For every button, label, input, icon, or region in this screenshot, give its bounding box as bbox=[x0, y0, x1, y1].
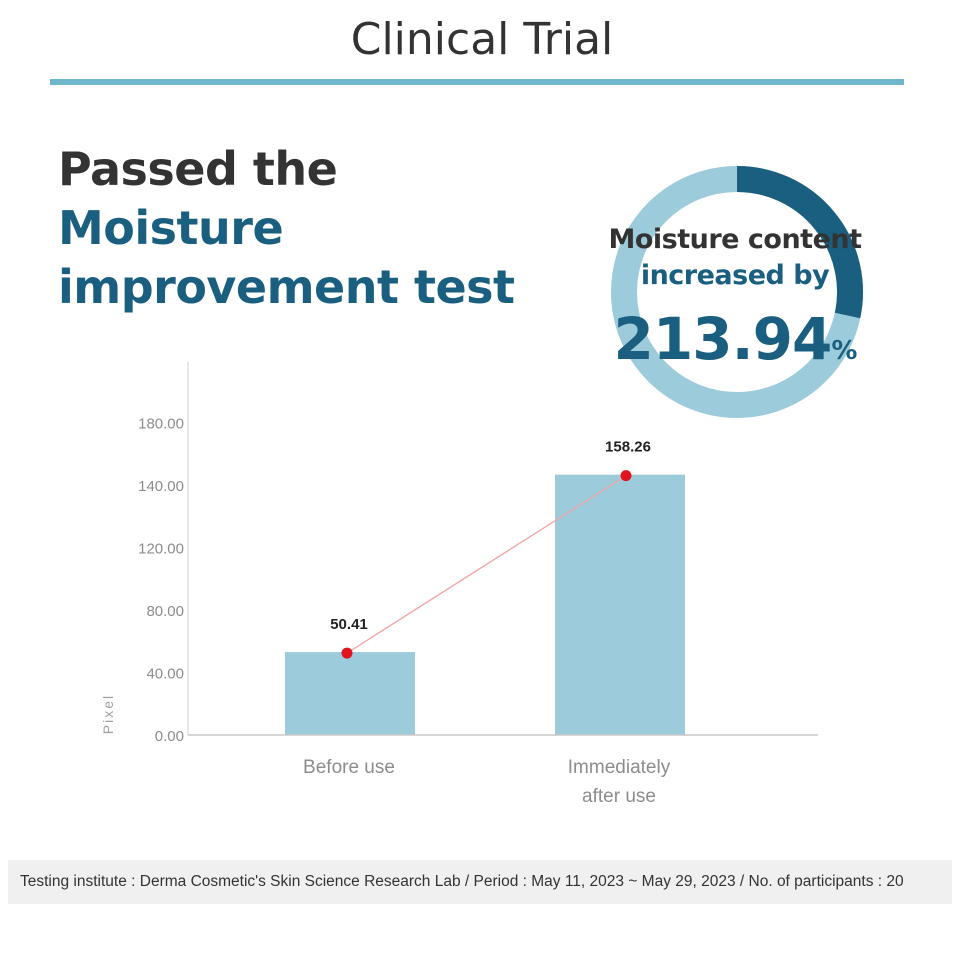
badge-unit: % bbox=[831, 336, 857, 366]
trend-point-1 bbox=[341, 647, 353, 659]
value-labels: 50.41 158.26 bbox=[330, 439, 651, 633]
y-tick-label: 140.00 bbox=[138, 478, 184, 495]
y-tick-label: 80.00 bbox=[146, 603, 184, 620]
bar-1 bbox=[285, 652, 415, 735]
y-axis: 0.00 40.00 80.00 120.00 140.00 180.00 Pixel bbox=[100, 362, 189, 745]
category-label-2: after use bbox=[582, 786, 656, 807]
badge-line-2: increased by bbox=[640, 260, 830, 291]
trend-line-segment bbox=[346, 475, 627, 654]
badge-line-1: Moisture content bbox=[608, 224, 862, 255]
badge-value-line: 213.94% bbox=[580, 305, 890, 373]
value-label-1: 50.41 bbox=[330, 616, 368, 633]
x-axis: Before use Immediately after use bbox=[188, 734, 818, 807]
bar-2 bbox=[555, 474, 685, 735]
y-axis-title: Pixel bbox=[100, 694, 116, 734]
y-tick-label: 40.00 bbox=[146, 666, 184, 683]
trend-line bbox=[341, 470, 632, 659]
value-label-2: 158.26 bbox=[605, 439, 651, 456]
bars bbox=[285, 474, 685, 735]
badge-value: 213.94 bbox=[613, 305, 833, 373]
y-tick-label: 0.00 bbox=[155, 728, 184, 745]
footer-bar: Testing institute : Derma Cosmetic's Ski… bbox=[8, 860, 952, 904]
headline: Passed the Moisture improvement test bbox=[58, 140, 515, 317]
y-tick-label: 120.00 bbox=[138, 541, 184, 558]
headline-line-3: improvement test bbox=[58, 260, 515, 314]
footer-text: Testing institute : Derma Cosmetic's Ski… bbox=[20, 873, 904, 890]
title-divider bbox=[50, 79, 904, 85]
y-tick-label: 180.00 bbox=[138, 416, 184, 433]
category-label-1: Before use bbox=[303, 757, 395, 778]
headline-line-1: Passed the bbox=[58, 142, 338, 196]
trend-point-2 bbox=[620, 470, 632, 482]
page-title: Clinical Trial bbox=[350, 14, 614, 65]
category-label-2: Immediately bbox=[568, 757, 671, 778]
headline-line-2: Moisture bbox=[58, 201, 284, 255]
